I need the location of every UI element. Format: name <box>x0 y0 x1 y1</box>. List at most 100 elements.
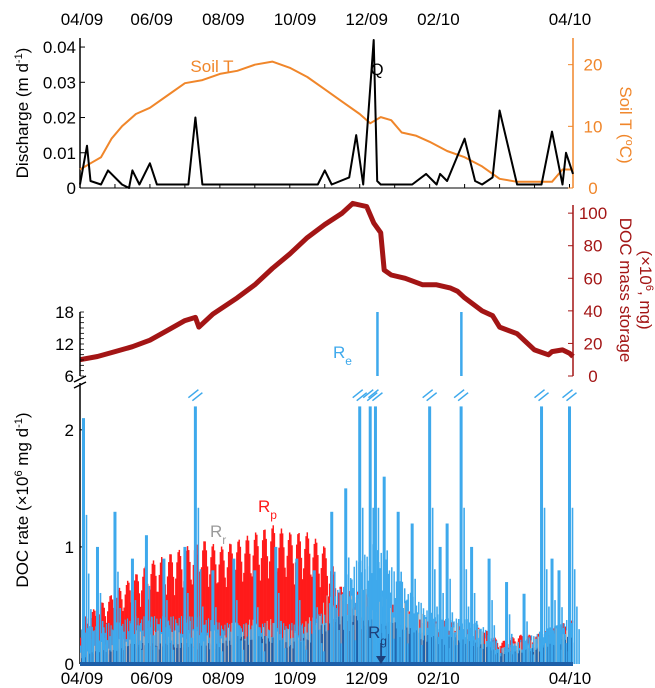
re-spike-decay <box>139 640 141 664</box>
re-spike-decay <box>571 507 574 664</box>
re-bar <box>395 581 398 664</box>
rp-bar <box>210 557 212 664</box>
re-spike-decay <box>352 624 354 664</box>
re-spike-decay <box>436 606 438 664</box>
y-right-tick-label: 80 <box>584 237 603 256</box>
spike-break-mark <box>366 392 378 402</box>
rg-bar <box>126 646 129 664</box>
re-spike-decay <box>187 592 189 664</box>
rp-bar <box>270 541 272 664</box>
rate-sup2: -1 <box>13 418 25 428</box>
re-spike <box>396 511 400 664</box>
soil-t-label: Soil T <box>190 57 233 76</box>
soil-t-line <box>79 60 573 183</box>
bottom-tick-label: 04/09 <box>61 669 104 688</box>
rp-bar <box>454 630 456 633</box>
re-bar <box>391 567 393 664</box>
rg-bar <box>268 641 271 664</box>
re-spike-decay <box>303 640 305 664</box>
rr-bar <box>160 634 163 664</box>
rr-bar <box>270 619 272 664</box>
re-bar <box>385 559 387 664</box>
break-tick-label: 6 <box>65 367 74 386</box>
re-spike-decay <box>150 616 153 664</box>
rp-bar <box>136 574 138 664</box>
rp-bar <box>168 562 170 664</box>
rg-bar <box>409 628 412 664</box>
re-bar <box>124 619 127 664</box>
rg-bar <box>156 646 158 664</box>
re-spike-decay <box>261 643 264 664</box>
rp-bar <box>267 578 270 664</box>
rr-bar <box>456 622 458 664</box>
re-spike <box>295 558 299 664</box>
rate-mid: mg d <box>13 428 32 471</box>
re-spike-decay <box>565 643 568 664</box>
rp-bar <box>553 628 555 631</box>
rg-bar <box>415 630 418 664</box>
re-spike <box>557 570 561 664</box>
rr-bar <box>210 631 212 664</box>
re-spike <box>373 406 377 664</box>
rp-bar <box>213 550 216 664</box>
re-spike-decay <box>467 606 470 664</box>
rp-bar <box>187 550 190 664</box>
re-spike <box>522 593 526 664</box>
rp-bar <box>305 536 307 664</box>
re-spike <box>540 406 544 664</box>
break-tick-label: 18 <box>55 303 74 322</box>
rp-bar <box>292 563 294 664</box>
re-spike-decay <box>236 600 238 664</box>
rg-bar <box>441 639 444 664</box>
re-spike <box>438 546 442 664</box>
storage-label-end: , mg) <box>636 291 655 330</box>
re-spike-decay <box>340 643 343 664</box>
rp-bar <box>209 574 211 664</box>
rr-bar <box>389 607 392 664</box>
re-spike <box>382 476 386 664</box>
rp-bar <box>222 549 224 664</box>
rg-bar <box>272 637 274 664</box>
rp-bar <box>290 534 292 664</box>
re-spike <box>312 570 316 664</box>
rp-bar <box>519 635 521 649</box>
rg-bar <box>176 647 178 664</box>
rg-bar <box>327 630 330 664</box>
re-spike-decay <box>106 648 108 664</box>
rg-bar <box>542 647 544 664</box>
rp-bar <box>142 576 144 664</box>
rr-bar <box>234 622 237 664</box>
rr-bar <box>256 624 258 664</box>
re-spike-decay <box>87 573 90 664</box>
rr-bar <box>80 652 82 664</box>
doc-storage-line <box>79 200 575 363</box>
rp-bar <box>231 553 233 664</box>
rr-bar <box>143 636 145 664</box>
re-spike-decay <box>191 637 194 664</box>
rr-bar <box>178 632 180 664</box>
rp-bar <box>176 562 178 664</box>
re-label: Re <box>333 343 352 368</box>
re-bar <box>105 623 108 664</box>
re-spike-decay <box>376 606 379 664</box>
re-bar <box>170 616 172 664</box>
re-bar <box>205 620 208 664</box>
re-spike <box>144 535 148 664</box>
rp-bar <box>517 638 520 643</box>
rp-bar <box>520 634 522 640</box>
rg-bar <box>547 646 549 664</box>
rg-bar <box>353 615 355 664</box>
rg-bar <box>190 643 192 664</box>
rp-bar <box>109 596 111 664</box>
re-spike-decay <box>117 571 119 664</box>
rp-bar <box>173 595 176 664</box>
rp-bar <box>529 635 532 648</box>
bottom-tick-label: 06/09 <box>130 669 173 688</box>
re-spike-decay <box>379 569 382 664</box>
spike-break-mark <box>457 392 469 402</box>
re-bar <box>426 610 428 664</box>
rg-bar <box>226 645 229 664</box>
rg-bar <box>205 645 208 664</box>
re-spike <box>193 406 197 664</box>
re-bar <box>342 586 345 664</box>
